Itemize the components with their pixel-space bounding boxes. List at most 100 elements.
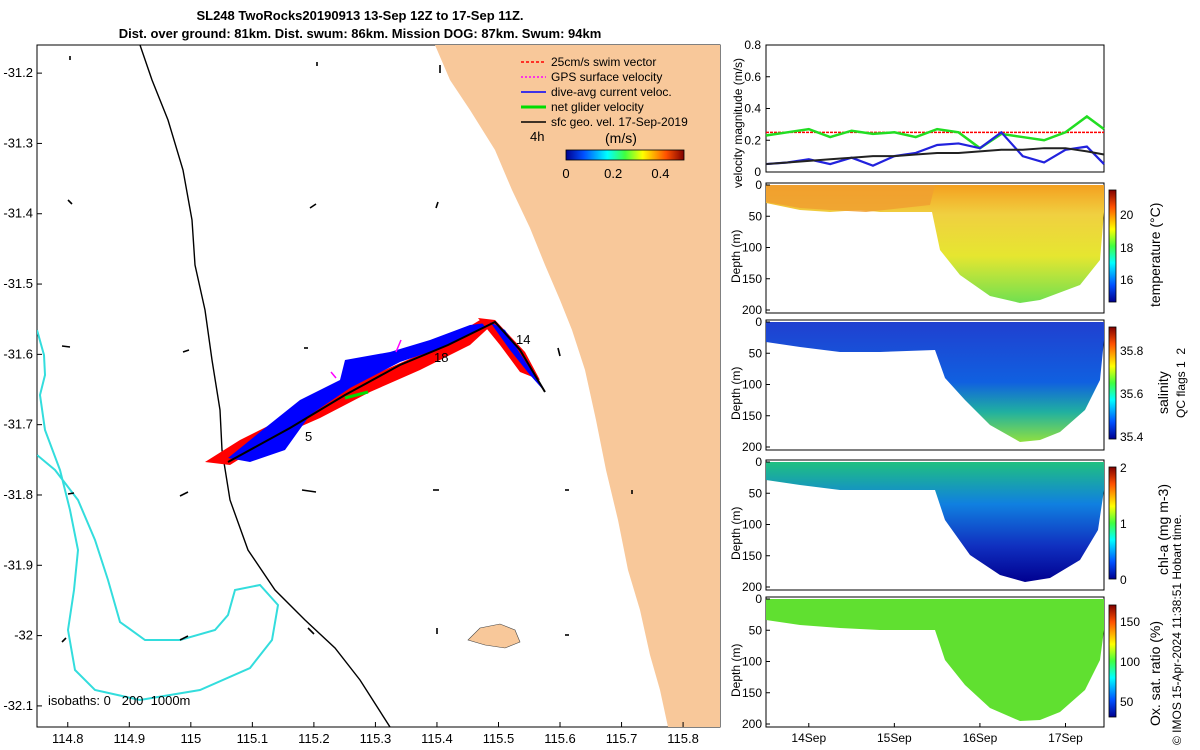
legend-entry: 25cm/s swim vector [551, 55, 656, 69]
legend-entry: GPS surface velocity [551, 70, 662, 84]
depth-tick-label: 0 [755, 592, 762, 606]
depth-tick-label: 200 [742, 303, 762, 317]
map-panel: 114.8 114.9 115 115.1 115.2 115.3 115.4 115.5 11… [3, 44, 721, 746]
colorbar-tick-label: 0.4 [651, 166, 669, 181]
geo-velocity-arrows [61, 56, 633, 643]
salinity-field [766, 322, 1104, 442]
legend-entry: net glider velocity [551, 100, 644, 114]
depth-tick-label: 50 [749, 209, 763, 223]
oxygen-colorbar [1108, 604, 1117, 718]
temperature-colorbar [1108, 189, 1117, 303]
geo-velocity-arrow [179, 635, 189, 641]
depth-tick-label: 50 [749, 623, 763, 637]
depth-tick-label: 50 [749, 486, 763, 500]
colorbar-tick-label: 35.6 [1120, 387, 1144, 401]
colorbar-tick-label: 0 [562, 166, 569, 181]
depth-tick-label: 100 [742, 518, 762, 532]
time-tick-label: 17Sep [1048, 731, 1083, 745]
oxygen-field [766, 599, 1104, 721]
map-y-tick-label: -31.9 [3, 557, 33, 572]
time-tick-label: 16Sep [963, 731, 998, 745]
depth-tick-label: 150 [742, 686, 762, 700]
isobath-legend: isobaths: 0 200 1000m [48, 693, 190, 708]
day-label: 14 [516, 332, 530, 347]
map-x-tick-label: 115.1 [237, 731, 269, 746]
colorbar-tick-label: 2 [1120, 461, 1127, 475]
time-tick-label: 15Sep [877, 731, 912, 745]
gps-surface-vector [395, 339, 402, 353]
map-x-tick-label: 115.7 [606, 731, 638, 746]
velocity-y-tick-label: 0 [754, 165, 761, 179]
salinity-cbar-label: salinity [1155, 371, 1171, 414]
geo-velocity-arrow [182, 349, 190, 353]
velocity-y-tick-label: 0.2 [744, 133, 761, 147]
map-x-tick-label: 115.3 [360, 731, 392, 746]
copyright-notice: © IMOS 15-Apr-2024 11:38:51 Hobart time. [1170, 514, 1184, 745]
map-y-tick-label: -31.7 [3, 417, 33, 432]
velocity-y-tick-label: 0.4 [744, 102, 761, 116]
depth-tick-label: 150 [742, 409, 762, 423]
colorbar-tick-label: 1 [1120, 517, 1127, 531]
velocity-series-line [765, 130, 1105, 167]
map-x-tick-label: 114.9 [114, 731, 146, 746]
colorbar-tick-label: 35.8 [1120, 344, 1144, 358]
map-y-tick-label: -31.3 [3, 135, 33, 150]
temperature-cbar-label: temperature (°C) [1147, 203, 1163, 307]
geo-velocity-arrow [67, 199, 73, 205]
speed-colorbar [565, 149, 685, 161]
geo-velocity-arrow [61, 637, 67, 643]
temperature-warm-surface [766, 185, 935, 212]
colorbar-title: (m/s) [605, 130, 637, 146]
isobath-line [139, 45, 391, 727]
velocity-ylabel: velocity magnitude (m/s) [731, 58, 745, 188]
velocity-series-line [765, 147, 1105, 166]
map-title-line1: SL248 TwoRocks20190913 13-Sep 12Z to 17-… [196, 8, 524, 23]
map-x-tick-label: 115.6 [544, 731, 576, 746]
chl-colorbar [1108, 466, 1117, 580]
map-y-tick-label: -31.8 [3, 487, 33, 502]
salinity-section: 0 50 100 150 200 Depth (m) 35.4 35.6 35.8 salini… [729, 315, 1188, 454]
colorbar-tick-label: 150 [1120, 615, 1140, 629]
current-vector-cloud [228, 322, 495, 462]
legend-entry: dive-avg current veloc. [551, 85, 672, 99]
map-x-tick-label: 115.2 [298, 731, 330, 746]
depth-tick-label: 0 [755, 315, 762, 329]
velocity-y-tick-label: 0.6 [744, 70, 761, 84]
depth-tick-label: 200 [742, 440, 762, 454]
geo-velocity-arrow [61, 345, 71, 348]
colorbar-tick-label: 20 [1120, 208, 1134, 222]
oxygen-section: 0 50 100 150 200 Depth (m) 50 100 150 Ox. sat. r… [729, 592, 1163, 731]
rottnest-island [467, 623, 521, 649]
geo-velocity-arrow [67, 492, 75, 495]
geo-velocity-arrow [307, 627, 315, 635]
land-polygon [435, 45, 720, 727]
depth-tick-label: 50 [749, 346, 763, 360]
map-y-tick-label: -31.5 [3, 276, 33, 291]
colorbar-tick-label: 50 [1120, 695, 1134, 709]
day-label: 18 [434, 350, 448, 365]
chl-cbar-label: chl-a (mg m-3) [1155, 484, 1171, 575]
colorbar-tick-label: 100 [1120, 655, 1140, 669]
depth-axis-label: Depth (m) [729, 367, 743, 420]
velocity-series-line [765, 114, 1105, 150]
geo-velocity-arrow [179, 491, 189, 497]
depth-tick-label: 200 [742, 717, 762, 731]
map-y-tick-label: -32.1 [3, 698, 33, 713]
geo-velocity-arrow [301, 489, 317, 493]
time-tick-label: 14Sep [791, 731, 826, 745]
depth-axis-label: Depth (m) [729, 507, 743, 560]
glider-track [205, 318, 546, 465]
salinity-colorbar [1108, 326, 1117, 440]
map-y-tick-label: -32 [14, 628, 33, 643]
qc-flags-label: QC flags 1 2 [1174, 348, 1188, 418]
depth-tick-label: 100 [742, 378, 762, 392]
map-x-tick-label: 115.4 [421, 731, 453, 746]
depth-tick-label: 0 [755, 178, 762, 192]
colorbar-tick-label: 0.2 [604, 166, 622, 181]
track-line [227, 320, 546, 463]
temperature-section: 0 50 100 150 200 Depth (m) 16 18 20 temperature … [729, 178, 1163, 317]
isobath-line [37, 329, 280, 702]
day-label: 5 [305, 429, 312, 444]
map-x-tick-label: 114.8 [52, 731, 84, 746]
